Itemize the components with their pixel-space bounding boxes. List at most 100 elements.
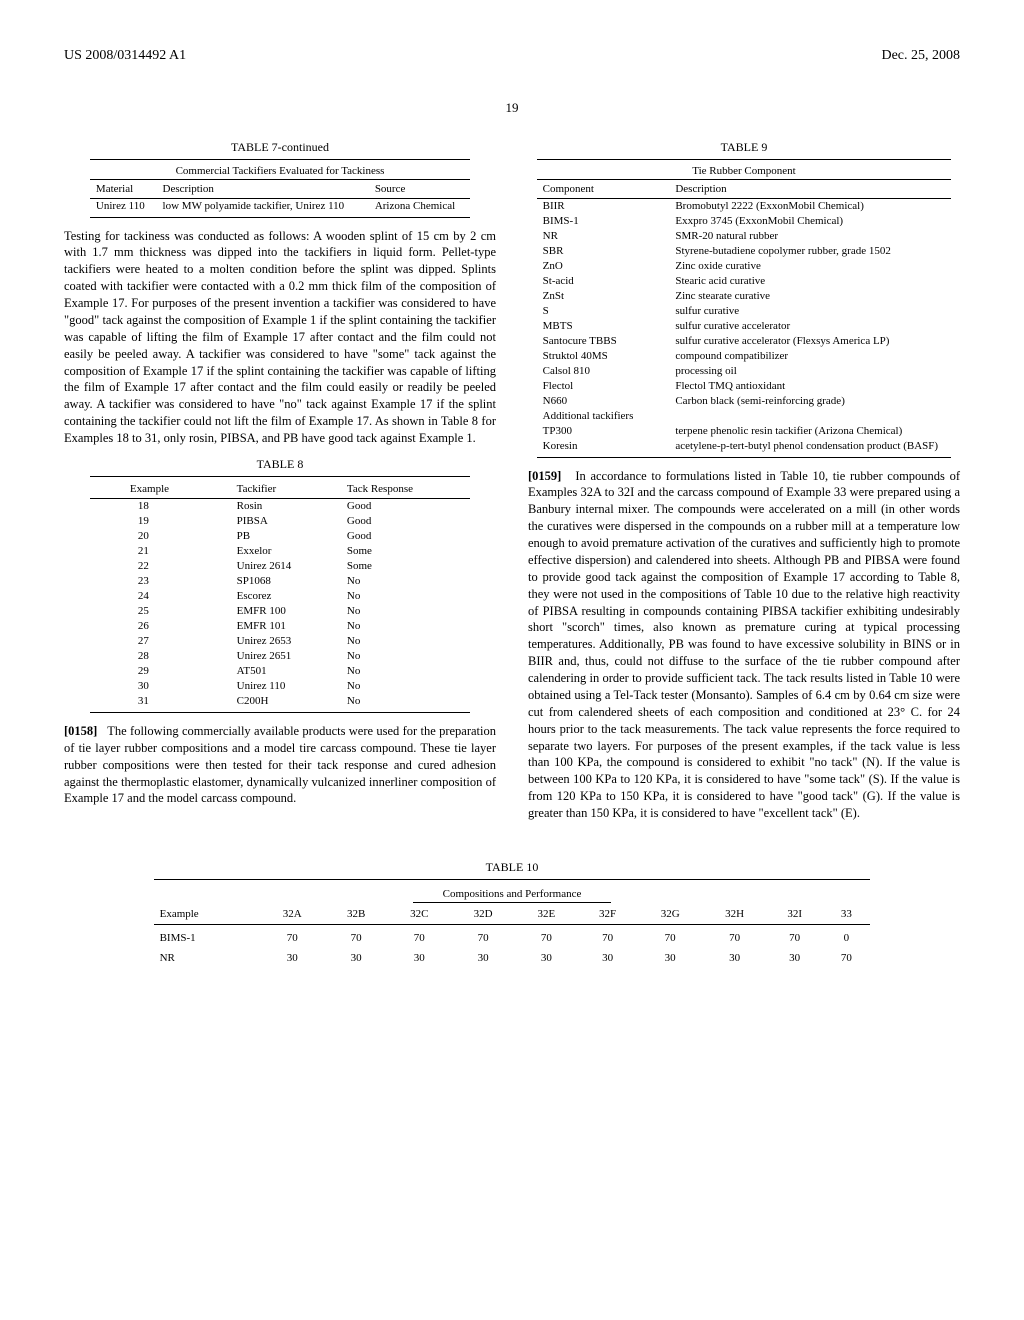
- table-cell: EMFR 101: [231, 619, 341, 634]
- table-cell: BIIR: [537, 198, 670, 214]
- table-row: 27Unirez 2653No: [90, 634, 470, 649]
- table-cell: acetylene-p-tert-butyl phenol condensati…: [669, 439, 951, 454]
- table10-header: 32A: [260, 904, 324, 925]
- table-cell: SBR: [537, 244, 670, 259]
- table-cell: Some: [341, 559, 470, 574]
- table-cell: SMR-20 natural rubber: [669, 229, 951, 244]
- table10-header: 33: [822, 904, 870, 925]
- table-cell: No: [341, 649, 470, 664]
- table9: Tie Rubber Component Component Descripti…: [537, 159, 952, 458]
- table-cell: 30: [451, 948, 515, 968]
- table-cell: No: [341, 664, 470, 679]
- table-cell: C200H: [231, 694, 341, 709]
- table7-h0: Material: [90, 179, 157, 198]
- table-cell: No: [341, 574, 470, 589]
- table-cell: ZnO: [537, 259, 670, 274]
- table7: Commercial Tackifiers Evaluated for Tack…: [90, 159, 470, 218]
- table10: Compositions and Performance Example32A3…: [154, 879, 871, 968]
- para-0158-text: The following commercially available pro…: [64, 724, 496, 806]
- table-cell: 30: [388, 948, 451, 968]
- table-cell: 22: [90, 559, 231, 574]
- table-cell: NR: [537, 229, 670, 244]
- table-cell: sulfur curative accelerator: [669, 319, 951, 334]
- table-cell: 70: [388, 928, 451, 948]
- table-cell: 30: [325, 948, 388, 968]
- table7-r0c0: Unirez 110: [90, 198, 157, 214]
- table10-caption: TABLE 10: [64, 860, 960, 875]
- table-row: Ssulfur curative: [537, 304, 952, 319]
- table-cell: 26: [90, 619, 231, 634]
- table-cell: 30: [260, 948, 324, 968]
- table-cell: No: [341, 679, 470, 694]
- table-cell: sulfur curative: [669, 304, 951, 319]
- table-cell: N660: [537, 394, 670, 409]
- table-cell: Unirez 2614: [231, 559, 341, 574]
- table-cell: 70: [260, 928, 324, 948]
- table-cell: No: [341, 634, 470, 649]
- table-row: NRSMR-20 natural rubber: [537, 229, 952, 244]
- table-cell: Zinc oxide curative: [669, 259, 951, 274]
- table-cell: 30: [515, 948, 577, 968]
- table10-header: 32F: [577, 904, 638, 925]
- table-cell: Flectol TMQ antioxidant: [669, 379, 951, 394]
- table10-header: 32B: [325, 904, 388, 925]
- table-row: N660Carbon black (semi-reinforcing grade…: [537, 394, 952, 409]
- table-row: 25EMFR 100No: [90, 604, 470, 619]
- table-cell: MBTS: [537, 319, 670, 334]
- table-row: 21ExxelorSome: [90, 544, 470, 559]
- table-row: 23SP1068No: [90, 574, 470, 589]
- page-header: US 2008/0314492 A1 Dec. 25, 2008: [64, 48, 960, 64]
- table-cell: compound compatibilizer: [669, 349, 951, 364]
- table-cell: Good: [341, 529, 470, 544]
- table-row: ZnStZinc stearate curative: [537, 289, 952, 304]
- table9-caption: TABLE 9: [528, 140, 960, 155]
- table-cell: No: [341, 604, 470, 619]
- table-cell: 28: [90, 649, 231, 664]
- table-cell: 29: [90, 664, 231, 679]
- table7-r0c1: low MW polyamide tackifier, Unirez 110: [157, 198, 369, 214]
- table-cell: Santocure TBBS: [537, 334, 670, 349]
- table-cell: No: [341, 694, 470, 709]
- right-column: TABLE 9 Tie Rubber Component Component D…: [528, 134, 960, 832]
- table-row: ZnOZinc oxide curative: [537, 259, 952, 274]
- table-cell: Carbon black (semi-reinforcing grade): [669, 394, 951, 409]
- para-0159-text: In accordance to formulations listed in …: [528, 469, 960, 821]
- left-para-testing: Testing for tackiness was conducted as f…: [64, 228, 496, 447]
- table-cell: Additional tackifiers: [537, 409, 670, 424]
- table-cell: sulfur curative accelerator (Flexsys Ame…: [669, 334, 951, 349]
- para-0159: [0159] In accordance to formulations lis…: [528, 468, 960, 822]
- table-cell: No: [341, 619, 470, 634]
- table-cell: Good: [341, 498, 470, 514]
- page-number: 19: [64, 100, 960, 116]
- left-column: TABLE 7-continued Commercial Tackifiers …: [64, 134, 496, 832]
- table-cell: 70: [451, 928, 515, 948]
- para-0158: [0158] The following commercially availa…: [64, 723, 496, 807]
- table-cell: terpene phenolic resin tackifier (Arizon…: [669, 424, 951, 439]
- table-row: Koresinacetylene-p-tert-butyl phenol con…: [537, 439, 952, 454]
- table-row: SBRStyrene-butadiene copolymer rubber, g…: [537, 244, 952, 259]
- table8: Example Tackifier Tack Response 18RosinG…: [90, 476, 470, 713]
- table7-h1: Description: [157, 179, 369, 198]
- table-row: TP300terpene phenolic resin tackifier (A…: [537, 424, 952, 439]
- table8-h0: Example: [90, 480, 231, 499]
- table-cell: Escorez: [231, 589, 341, 604]
- table10-header: 32C: [388, 904, 451, 925]
- table-cell: processing oil: [669, 364, 951, 379]
- table-cell: 21: [90, 544, 231, 559]
- table-cell: Calsol 810: [537, 364, 670, 379]
- table-row: BIMS-17070707070707070700: [154, 928, 871, 948]
- table-cell: 30: [638, 948, 702, 968]
- table-cell: Styrene-butadiene copolymer rubber, grad…: [669, 244, 951, 259]
- table-cell: S: [537, 304, 670, 319]
- table-cell: 20: [90, 529, 231, 544]
- table-cell: 70: [767, 928, 823, 948]
- table-row: BIMS-1Exxpro 3745 (ExxonMobil Chemical): [537, 214, 952, 229]
- table-cell: No: [341, 589, 470, 604]
- table-row: NR30303030303030303070: [154, 948, 871, 968]
- table-cell: 30: [767, 948, 823, 968]
- table-cell: Stearic acid curative: [669, 274, 951, 289]
- publication-date: Dec. 25, 2008: [881, 48, 960, 64]
- table9-h0: Component: [537, 179, 670, 198]
- table-cell: 30: [702, 948, 766, 968]
- table-cell: 70: [702, 928, 766, 948]
